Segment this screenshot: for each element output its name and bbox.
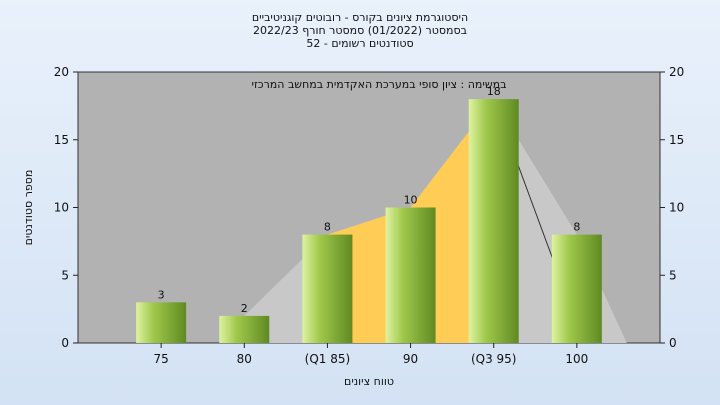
data-label: 3 [158,288,165,301]
data-label: 2 [241,302,248,315]
y2-tick-label: 20 [669,65,684,79]
x-tick-label: 100 [565,352,588,366]
y2-tick-label: 5 [669,268,677,282]
chart-title-line-2: בסמסטר (01/2022) סמסטר חורף 2022/23 [253,24,467,37]
x-tick-label: 75 [154,352,169,366]
data-label: 8 [324,221,331,234]
y-tick-label: 5 [61,268,69,282]
x-axis-label: טווח ציונים [344,375,394,388]
y-axis-label: מספר סטודנטים [22,170,35,246]
data-label: 18 [487,85,501,98]
y-tick-label: 15 [54,133,69,147]
y2-tick-label: 10 [669,201,684,215]
y2-tick-label: 0 [669,336,677,350]
data-label: 10 [404,194,418,207]
x-tick-label: 90 [403,352,418,366]
x-tick-label: (Q1 85) [305,352,351,366]
data-label: 8 [573,221,580,234]
bar [385,207,436,343]
bar [136,302,187,343]
bar [219,315,270,343]
y2-tick-label: 15 [669,133,684,147]
chart-annotation: במשימה : ציון סופי במערכת האקדמית במחשב … [252,78,507,91]
chart-title-line-1: היסטוגרמת ציונים בקורס - רובוטים קוגניטי… [251,11,469,24]
x-tick-label: (Q3 95) [471,352,517,366]
y-tick-label: 20 [54,65,69,79]
bar [302,234,353,343]
y-tick-label: 0 [61,336,69,350]
y-tick-label: 10 [54,201,69,215]
bar [468,99,519,343]
x-tick-label: 80 [237,352,252,366]
bar [551,234,602,343]
chart-title-line-3: סטודנטים רשומים - 52 [306,37,414,50]
